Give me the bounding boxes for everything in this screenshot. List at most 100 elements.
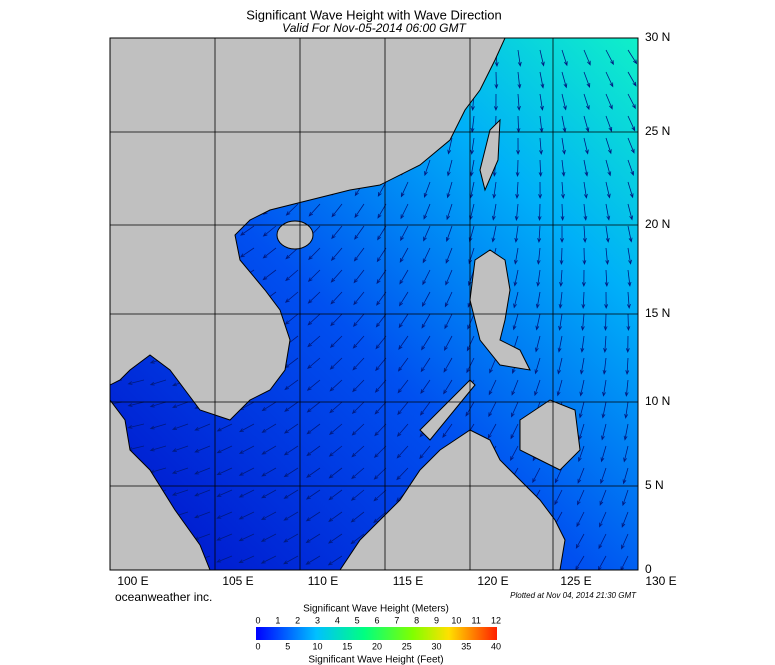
wave-arrow [605,159,612,177]
wave-arrow [578,423,585,441]
wave-arrow [532,467,541,484]
wave-arrow [373,511,387,524]
wave-arrow [306,445,321,457]
wave-arrow [577,467,585,484]
wave-arrow [470,137,475,155]
wave-arrow [557,357,563,375]
wave-arrow [513,269,519,287]
wave-arrow [305,555,321,565]
wave-arrow [422,269,431,286]
wave-arrow [581,291,586,310]
wave-arrow [446,181,453,199]
wave-arrow [583,137,589,155]
wave-arrow [561,181,565,199]
wave-arrow [469,159,475,177]
wave-arrow [352,357,365,371]
wave-arrow [494,93,498,112]
wave-arrow [328,467,343,479]
wave-arrow [581,269,586,288]
wave-arrow [620,555,629,570]
legend-feet-title: Significant Wave Height (Feet) [308,655,443,665]
wave-arrow [400,181,409,198]
wave-arrow [238,445,255,454]
wave-arrow [539,93,544,111]
wave-arrow [397,357,409,372]
wave-arrow [627,71,637,87]
wave-arrow [397,379,409,394]
wave-arrow [305,511,321,522]
wave-arrow [627,137,635,154]
wave-arrow [260,533,277,542]
wave-arrow [284,313,299,325]
lon-label: 125 E [560,574,591,588]
wave-arrow [534,379,541,397]
wave-arrow [216,423,233,432]
wave-arrow [261,401,277,412]
wave-arrow [373,489,387,502]
wave-arrow [600,445,607,463]
wave-arrow [583,181,588,199]
wave-arrow [494,71,499,90]
wave-arrow [627,225,633,243]
wave-arrow [353,269,365,284]
land-borneo [339,429,566,570]
wave-arrow [216,533,233,541]
wave-arrow [283,423,299,434]
lon-label: 115 E [393,574,423,588]
wave-arrow [579,379,585,397]
subtitle: Valid For Nov-05-2014 06:00 GMT [282,21,467,35]
wave-arrow [597,555,607,570]
lat-label: 15 N [645,306,670,320]
wave-arrow [171,489,189,496]
wave-arrow [579,357,585,375]
wave-arrow [423,203,431,220]
wave-arrow [602,379,607,397]
meters-tick-label: 8 [414,615,419,625]
feet-tick-label: 15 [342,641,352,651]
wave-arrow [445,225,453,243]
wave-arrow [216,467,233,475]
wave-arrow [605,203,611,221]
wave-arrow [622,467,629,485]
wave-arrow [127,423,145,429]
feet-tick-label: 30 [431,641,441,651]
wave-arrow [513,247,519,265]
wave-arrow [605,71,614,88]
wave-arrow [488,379,497,396]
wave-arrow [283,467,299,478]
wave-arrow [557,335,563,353]
wave-arrow [517,93,521,111]
wave-arrow [284,379,299,391]
lat-label: 25 N [645,124,670,138]
wave-arrow [400,225,409,242]
wave-arrow [601,423,607,441]
wave-arrow [582,225,587,243]
wave-arrow [306,423,321,435]
grid [110,38,638,570]
wave-arrow [423,181,431,198]
wave-arrow [421,335,431,351]
wave-arrow [262,225,277,237]
meters-tick-label: 6 [374,615,379,625]
wave-arrow [510,423,519,440]
wave-arrow [627,269,632,287]
wave-arrow [466,357,475,374]
wave-arrow [560,225,564,244]
wave-arrow [627,49,638,65]
wave-arrow [376,247,387,263]
wave-arrow [624,379,629,397]
wave-arrow [511,401,519,418]
credit: oceanweather inc. [115,590,212,604]
wave-arrow [442,423,453,438]
wave-arrow [330,247,343,261]
wave-arrow [396,445,409,459]
wave-arrow [624,401,629,419]
wave-arrow [261,467,277,477]
wave-arrow [514,203,519,221]
wave-arrow [537,203,542,222]
map-frame [109,37,639,571]
wave-arrow [512,313,519,331]
feet-tick-label: 35 [461,641,471,651]
wave-arrow [511,379,519,396]
wave-arrow [561,93,567,111]
